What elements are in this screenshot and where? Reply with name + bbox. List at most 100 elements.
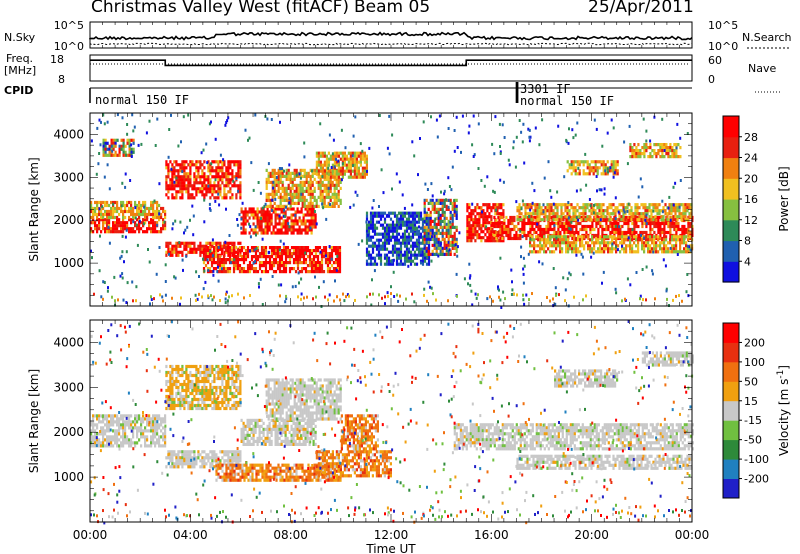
power-speckle <box>397 299 400 303</box>
power-cell <box>513 218 516 223</box>
power-cell <box>644 203 647 207</box>
power-cell <box>633 235 636 239</box>
power-cell <box>571 247 574 251</box>
power-speckle <box>131 280 134 284</box>
power-cell <box>272 210 275 214</box>
power-cell <box>565 247 568 251</box>
power-cell <box>371 244 375 248</box>
power-speckle <box>661 210 664 214</box>
power-speckle <box>174 219 177 223</box>
power-cell <box>529 224 532 229</box>
power-cell <box>285 198 288 202</box>
power-cell <box>567 247 570 251</box>
power-cell <box>667 230 670 235</box>
power-cell <box>667 247 670 251</box>
power-cell <box>409 229 413 233</box>
power-cell <box>333 189 336 193</box>
power-cell <box>102 147 105 151</box>
power-cell <box>288 249 292 253</box>
power-cell <box>252 246 256 250</box>
power-cell <box>268 225 271 229</box>
power-cell <box>582 203 585 207</box>
power-cell <box>262 261 266 265</box>
power-cell <box>596 172 599 176</box>
power-cell <box>294 216 297 220</box>
power-cell <box>591 247 594 251</box>
power-cell <box>636 209 639 213</box>
power-cell <box>636 212 639 216</box>
power-cell <box>591 221 594 226</box>
power-cell <box>179 250 182 254</box>
power-cell <box>335 198 338 202</box>
power-cell <box>669 250 672 254</box>
power-cell <box>497 233 500 238</box>
power-cell <box>405 259 409 263</box>
power-cell <box>451 225 454 229</box>
power-cell <box>649 146 652 150</box>
power-cell <box>288 207 291 211</box>
power-cell <box>357 166 360 170</box>
power-cell <box>590 218 593 222</box>
power-cell <box>403 220 407 224</box>
power-cell <box>391 211 395 215</box>
power-cell <box>571 250 574 254</box>
power-cell <box>286 231 289 235</box>
power-cell <box>597 230 600 235</box>
power-cell <box>283 204 286 208</box>
power-cell <box>427 240 430 244</box>
power-cell <box>423 256 427 260</box>
power-cell <box>303 168 306 172</box>
power-cell <box>407 232 411 236</box>
power-cell <box>568 163 571 167</box>
power-cell <box>472 233 475 237</box>
power-cell <box>585 235 588 239</box>
power-cell <box>319 151 322 155</box>
power-cell <box>307 192 310 196</box>
power-cell <box>293 192 296 196</box>
power-cell <box>205 187 208 191</box>
power-cell <box>568 203 571 207</box>
power-cell <box>524 209 527 213</box>
power-cell <box>665 230 668 235</box>
power-cell <box>220 261 224 265</box>
power-cell <box>291 183 294 187</box>
power-cell <box>234 255 238 259</box>
power-cell <box>405 238 409 242</box>
power-cell <box>284 210 287 214</box>
power-cell <box>323 198 326 202</box>
power-speckle <box>149 302 151 306</box>
power-cell <box>214 261 218 265</box>
power-cell <box>427 249 430 253</box>
power-cell <box>551 227 554 232</box>
power-cell <box>213 181 216 185</box>
power-cell <box>309 177 312 181</box>
power-cell <box>304 207 307 211</box>
power-cell <box>659 146 662 150</box>
power-cell <box>616 209 619 213</box>
power-cell <box>657 244 660 248</box>
power-cell <box>596 218 599 222</box>
power-speckle <box>410 236 413 240</box>
power-cell <box>289 204 292 208</box>
power-cell <box>114 206 117 211</box>
power-cell <box>291 177 294 181</box>
power-cell <box>539 244 542 248</box>
power-cell <box>654 209 657 213</box>
power-cell <box>365 259 369 263</box>
power-cell <box>553 238 556 242</box>
power-cell <box>381 226 385 230</box>
power-cell <box>397 256 401 260</box>
power-cell <box>96 218 99 222</box>
power-cell <box>624 212 627 216</box>
power-speckle <box>247 138 249 142</box>
power-cell <box>625 215 628 220</box>
power-cell <box>455 204 458 208</box>
power-cell <box>185 184 188 188</box>
power-cell <box>633 250 636 254</box>
power-cell <box>421 238 425 242</box>
power-cell <box>415 244 419 248</box>
power-cell <box>478 224 481 228</box>
power-cell <box>447 228 450 232</box>
power-cell <box>608 206 611 210</box>
power-cell <box>443 213 446 217</box>
